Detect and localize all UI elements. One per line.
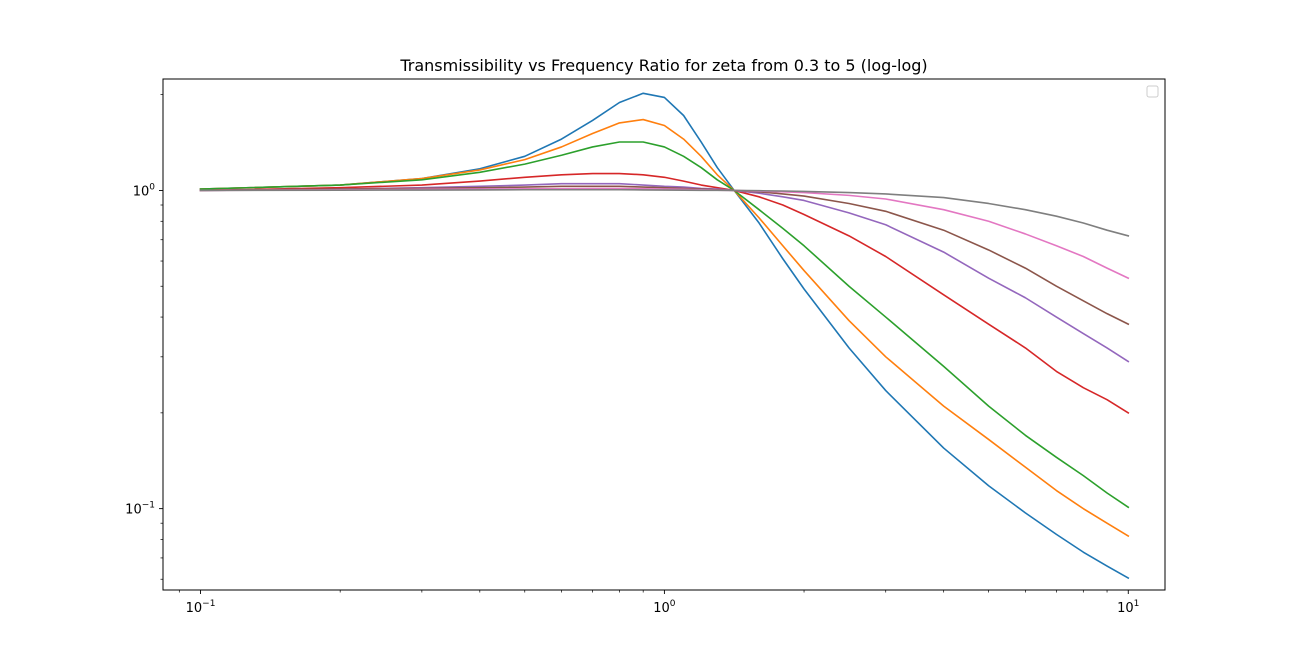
series-group	[199, 92, 1130, 580]
legend-box	[1146, 85, 1159, 98]
x-tick-label: 100	[653, 599, 676, 616]
x-tick-label: 101	[1117, 599, 1139, 616]
plot-frame	[162, 78, 1166, 591]
series-line-1	[199, 92, 1130, 580]
series-line-5	[199, 182, 1130, 363]
plot-area: 10−1 100 101 10−1 100	[125, 78, 1166, 616]
series-line-8	[199, 188, 1130, 237]
series-line-2	[199, 118, 1130, 538]
y-tick-label: 100	[133, 182, 156, 199]
series-line-7	[199, 187, 1130, 280]
series-line-6	[199, 185, 1130, 326]
chart-title: Transmissibility vs Frequency Ratio for …	[399, 56, 927, 75]
x-tick-label: 10−1	[186, 599, 216, 616]
series-line-4	[199, 172, 1130, 414]
series-line-3	[199, 141, 1130, 509]
y-tick-label: 10−1	[125, 501, 155, 518]
x-axis: 10−1 100 101	[178, 590, 1139, 616]
y-axis: 10−1 100	[125, 94, 163, 580]
